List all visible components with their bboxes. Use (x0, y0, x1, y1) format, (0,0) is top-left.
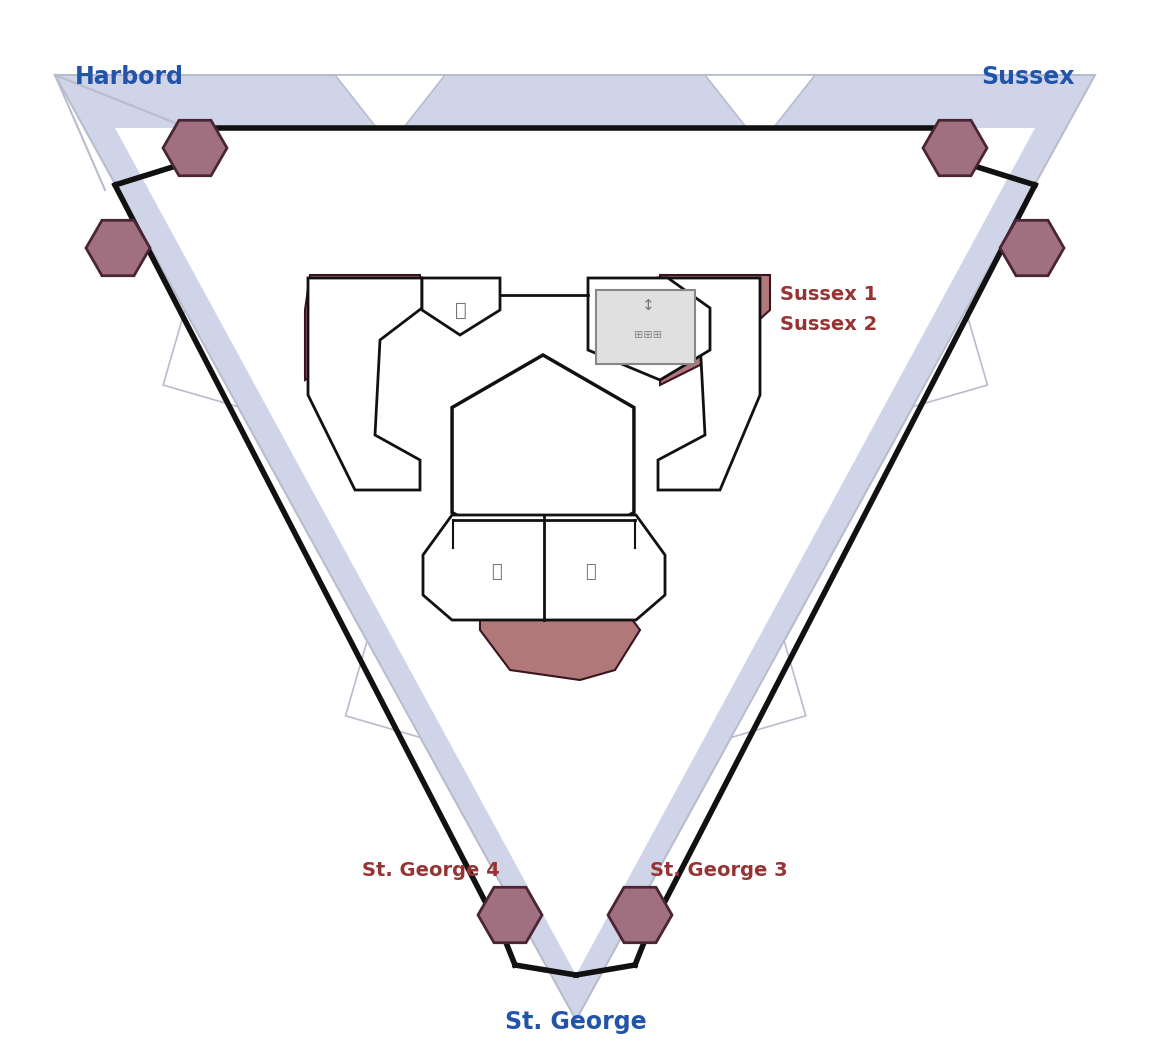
Polygon shape (478, 887, 541, 942)
Polygon shape (705, 75, 814, 145)
Polygon shape (305, 275, 420, 379)
Text: 🚹: 🚹 (492, 563, 502, 581)
Polygon shape (660, 275, 770, 385)
Polygon shape (346, 641, 420, 738)
Text: St. George: St. George (506, 1010, 646, 1034)
Polygon shape (588, 278, 710, 379)
Polygon shape (164, 311, 237, 407)
Polygon shape (55, 75, 1096, 1020)
Text: Sussex 2: Sussex 2 (780, 316, 878, 335)
Polygon shape (1000, 220, 1064, 276)
Polygon shape (923, 120, 987, 176)
Polygon shape (658, 278, 760, 490)
Polygon shape (608, 887, 672, 942)
Polygon shape (423, 515, 665, 620)
Text: 🚺: 🚺 (584, 563, 596, 581)
Text: Sussex: Sussex (982, 65, 1075, 89)
Text: ↕: ↕ (642, 298, 654, 313)
Polygon shape (422, 278, 500, 335)
Polygon shape (335, 75, 445, 145)
Text: 🚶: 🚶 (455, 300, 467, 319)
Text: Sussex 1: Sussex 1 (780, 285, 878, 304)
Polygon shape (452, 355, 634, 565)
Polygon shape (162, 120, 227, 176)
Text: ⊞⊞⊞: ⊞⊞⊞ (634, 330, 662, 340)
Text: St. George 4: St. George 4 (362, 861, 500, 880)
FancyBboxPatch shape (596, 290, 695, 364)
Text: St. George 3: St. George 3 (650, 861, 788, 880)
Polygon shape (912, 311, 987, 407)
Polygon shape (86, 220, 150, 276)
Polygon shape (480, 590, 641, 681)
Polygon shape (732, 641, 806, 738)
Polygon shape (308, 278, 422, 490)
Text: Harbord: Harbord (75, 65, 184, 89)
Polygon shape (115, 128, 1034, 975)
